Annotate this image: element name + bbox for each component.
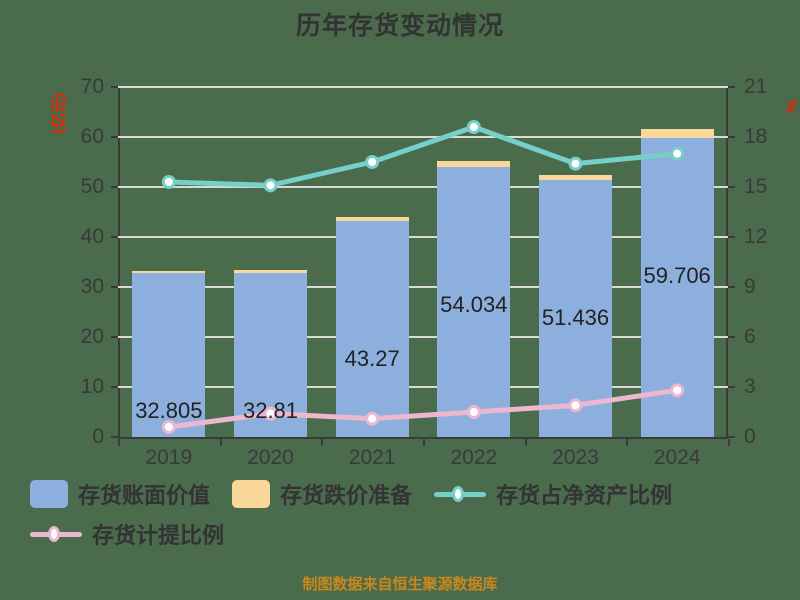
y-tick-label-left: 50 — [80, 175, 104, 198]
y-axis-right — [726, 87, 728, 439]
line-net-asset-ratio-marker — [365, 155, 380, 169]
chart-title: 历年存货变动情况 — [295, 12, 504, 40]
legend-color-swatch — [232, 480, 271, 508]
y-tick-left — [111, 286, 118, 288]
y-tick-left — [111, 136, 118, 138]
y-tick-label-right: 12 — [744, 225, 768, 248]
bar-segment-book-value — [335, 220, 409, 437]
x-tick-label: 2023 — [552, 446, 599, 469]
gridline — [118, 336, 728, 338]
legend-item[interactable]: 存货占净资产比例 — [434, 478, 672, 510]
legend-color-swatch — [30, 480, 68, 508]
bar-segment-provision — [335, 217, 409, 221]
x-tick-label: 2021 — [348, 446, 396, 469]
legend-row-primary: 存货账面价值 存货跌价准备 存货占净资产比例 — [30, 474, 770, 514]
y-tick-label-right: 21 — [744, 75, 768, 98]
y-tick-right — [728, 186, 735, 188]
y-tick-label-right: 6 — [744, 325, 756, 348]
gridline — [118, 136, 728, 138]
y-tick-label-left: 40 — [80, 225, 104, 248]
y-tick-right — [728, 136, 735, 138]
gridline — [118, 186, 728, 188]
chart-legend: 存货账面价值 存货跌价准备 存货占净资产比例 存货计提比例 — [30, 474, 770, 554]
x-tick-label: 2020 — [247, 446, 294, 469]
legend-label: 存货占净资产比例 — [496, 483, 673, 508]
bar-value-label: 32.805 — [135, 397, 203, 423]
gridline — [118, 386, 728, 388]
y-tick-left — [111, 86, 118, 88]
legend-line-swatch — [434, 481, 487, 507]
y-tick-label-right: 0 — [744, 425, 756, 448]
x-tick-label: 2022 — [450, 446, 498, 469]
x-tick-label: 2019 — [145, 446, 193, 469]
x-tick — [219, 439, 222, 446]
y-tick-right — [728, 336, 735, 338]
y-tick-label-right: 15 — [744, 175, 768, 198]
legend-label: 存货计提比例 — [92, 523, 225, 548]
y-tick-label-left: 30 — [80, 275, 104, 298]
x-tick — [728, 439, 730, 446]
gridline — [118, 286, 728, 288]
y-tick-left — [111, 236, 118, 238]
y-tick-left — [111, 436, 118, 438]
bar-value-label: 54.034 — [440, 291, 508, 317]
legend-item[interactable]: 存货跌价准备 — [232, 478, 412, 510]
y-tick-right — [728, 236, 735, 238]
y-tick-left — [111, 336, 118, 338]
gridline — [118, 236, 728, 238]
x-tick-label: 2024 — [653, 446, 701, 469]
bar-value-label: 43.27 — [344, 345, 400, 371]
line-net-asset-ratio-marker — [568, 156, 583, 171]
bar-value-label: 51.436 — [541, 304, 610, 330]
x-tick — [524, 439, 527, 446]
legend-label: 存货账面价值 — [78, 483, 211, 508]
y-tick-right — [728, 86, 735, 88]
y-tick-label-left: 10 — [80, 375, 104, 398]
plot-area: 0 10 20 30 40 50 60 70 0 3 6 9 12 15 18 21 2019 2020 2021… — [81, 76, 768, 468]
footer-source-note: 制图数据来自恒生聚源数据库 — [302, 576, 498, 593]
line-net-asset-ratio-marker — [466, 120, 481, 134]
x-tick — [626, 439, 629, 446]
y-tick-label-left: 60 — [80, 125, 104, 148]
x-tick — [423, 439, 425, 446]
legend-line-swatch — [30, 521, 82, 547]
x-tick — [321, 439, 324, 446]
gridline — [118, 86, 728, 88]
legend-label: 存货跌价准备 — [280, 483, 413, 508]
y-axis-left — [118, 87, 120, 439]
y-tick-right — [728, 436, 735, 438]
legend-item[interactable]: 存货账面价值 — [30, 478, 210, 510]
legend-item[interactable]: 存货计提比例 — [30, 518, 224, 550]
bar-segment-provision — [233, 270, 308, 273]
bar-value-label: 59.706 — [643, 263, 711, 289]
bar-segment-provision — [132, 270, 206, 273]
y-tick-label-left: 0 — [92, 425, 104, 448]
x-tick — [118, 439, 120, 446]
bar-segment-provision — [640, 129, 714, 139]
y-tick-left — [111, 386, 118, 388]
y-tick-label-right: 9 — [744, 275, 756, 298]
legend-row-secondary: 存货计提比例 — [30, 514, 770, 554]
y-tick-left — [111, 186, 118, 188]
y-tick-right — [728, 286, 735, 288]
y-tick-label-left: 20 — [80, 325, 104, 348]
x-axis — [118, 437, 728, 439]
y-tick-right — [728, 386, 735, 388]
legend-line-marker — [48, 526, 60, 542]
legend-line-marker — [452, 486, 465, 502]
bar-value-label: 32.81 — [242, 397, 299, 423]
y-tick-label-left: 70 — [80, 75, 104, 98]
y-tick-label-right: 18 — [744, 125, 768, 148]
y-tick-label-right: 3 — [744, 375, 756, 398]
